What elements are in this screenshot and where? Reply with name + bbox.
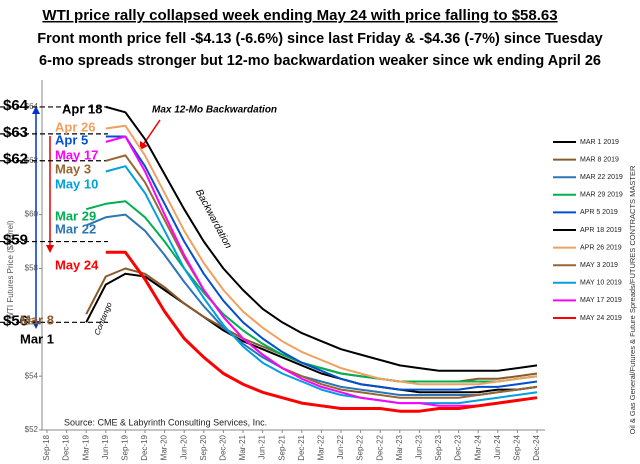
curve-label: Mar 8 [20, 312, 54, 327]
series-line [85, 200, 538, 383]
curve-label: May 10 [55, 176, 98, 191]
price-marker: $56 [3, 312, 28, 329]
x-tick-label: Sep-18 [42, 434, 51, 460]
legend-label: MAY 3 2019 [580, 262, 618, 269]
x-tick-label: Jun-22 [336, 434, 345, 459]
y-axis-label: WTI Futures Price ($/barrel) [6, 220, 15, 319]
series-line [105, 135, 538, 391]
y-tick-label: $54 [25, 371, 39, 380]
price-marker: $63 [3, 124, 28, 141]
x-tick-label: Mar-19 [81, 434, 90, 460]
price-marker: $64 [3, 97, 29, 114]
x-tick-label: Mar-20 [160, 434, 169, 460]
legend-label: MAR 29 2019 [580, 192, 623, 199]
x-tick-label: Sep-21 [277, 434, 286, 460]
curve-label: May 24 [55, 257, 99, 272]
arrow-head [32, 321, 40, 329]
series-line [105, 135, 538, 407]
x-tick-label: Sep-24 [513, 434, 522, 460]
annotation: Max 12-Mo Backwardation [152, 105, 277, 116]
x-tick-label: Jun-24 [493, 434, 502, 459]
legend-label: MAY 24 2019 [580, 315, 622, 322]
series-line [105, 124, 538, 386]
x-tick-label: Dec-21 [297, 434, 306, 460]
x-tick-label: Dec-24 [532, 434, 541, 460]
annotation: Backwardation [193, 187, 234, 250]
arrow-head [140, 141, 148, 150]
side-note: Oil & Gas General/Futures & Future Sprea… [628, 165, 637, 434]
x-tick-label: Sep-23 [434, 434, 443, 460]
legend-label: MAR 8 2019 [580, 156, 619, 163]
curve-label: May 17 [55, 147, 98, 162]
x-tick-label: Dec-22 [375, 434, 384, 460]
curve-label: May 3 [55, 161, 91, 176]
series-line [105, 154, 538, 399]
curve-label: Apr 18 [62, 101, 102, 116]
x-tick-label: Jun-20 [179, 434, 188, 459]
y-tick-label: $64 [25, 102, 39, 111]
chart-subtitle: 6-mo spreads stronger but 12-mo backward… [39, 53, 601, 69]
x-tick-label: Sep-22 [356, 434, 365, 460]
legend-label: MAR 22 2019 [580, 174, 623, 181]
x-tick-label: Dec-18 [62, 434, 71, 460]
series-line [85, 272, 538, 394]
y-tick-label: $52 [25, 425, 39, 434]
y-tick-label: $60 [25, 210, 39, 219]
arrow-head [32, 106, 40, 114]
x-tick-label: Sep-19 [121, 434, 130, 460]
x-tick-label: Jun-23 [415, 434, 424, 459]
series-line [105, 165, 538, 405]
legend-label: MAY 17 2019 [580, 297, 622, 304]
chart-title: WTI price rally collapsed week ending Ma… [42, 7, 557, 24]
x-tick-label: Jun-21 [258, 434, 267, 459]
x-tick-label: Dec-23 [454, 434, 463, 460]
x-tick-label: Mar-23 [395, 434, 404, 460]
source: Source: CME & Labyrinth Consulting Servi… [64, 417, 267, 427]
x-tick-label: Dec-20 [219, 434, 228, 460]
x-tick-label: Sep-20 [199, 434, 208, 460]
x-tick-label: Dec-19 [140, 434, 149, 460]
x-tick-label: Mar-24 [473, 434, 482, 460]
legend-label: APR 18 2019 [580, 227, 622, 234]
curve-label: Apr 26 [55, 119, 95, 134]
series-line [105, 250, 538, 413]
legend-label: MAY 10 2019 [580, 280, 622, 287]
curve-label: Apr 5 [55, 132, 88, 147]
y-tick-label: $62 [25, 156, 39, 165]
legend-label: MAR 1 2019 [580, 139, 619, 146]
y-tick-label: $56 [25, 317, 39, 326]
x-tick-label: Mar-21 [238, 434, 247, 460]
y-tick-label: $58 [25, 264, 39, 273]
series-line [105, 105, 538, 372]
series-line [85, 213, 538, 396]
arrow-head [46, 245, 54, 253]
x-tick-label: Jun-19 [101, 434, 110, 459]
curve-label: Mar 22 [55, 221, 96, 236]
legend-label: APR 26 2019 [580, 244, 622, 251]
curve-label: Mar 1 [20, 331, 54, 346]
legend-label: APR 5 2019 [580, 209, 618, 216]
price-marker: $59 [3, 232, 28, 249]
curve-label: Mar 29 [55, 208, 96, 223]
chart-subtitle: Front month price fell -$4.13 (-6.6%) si… [37, 31, 602, 47]
price-marker: $62 [3, 151, 28, 168]
x-tick-label: Mar-22 [317, 434, 326, 460]
